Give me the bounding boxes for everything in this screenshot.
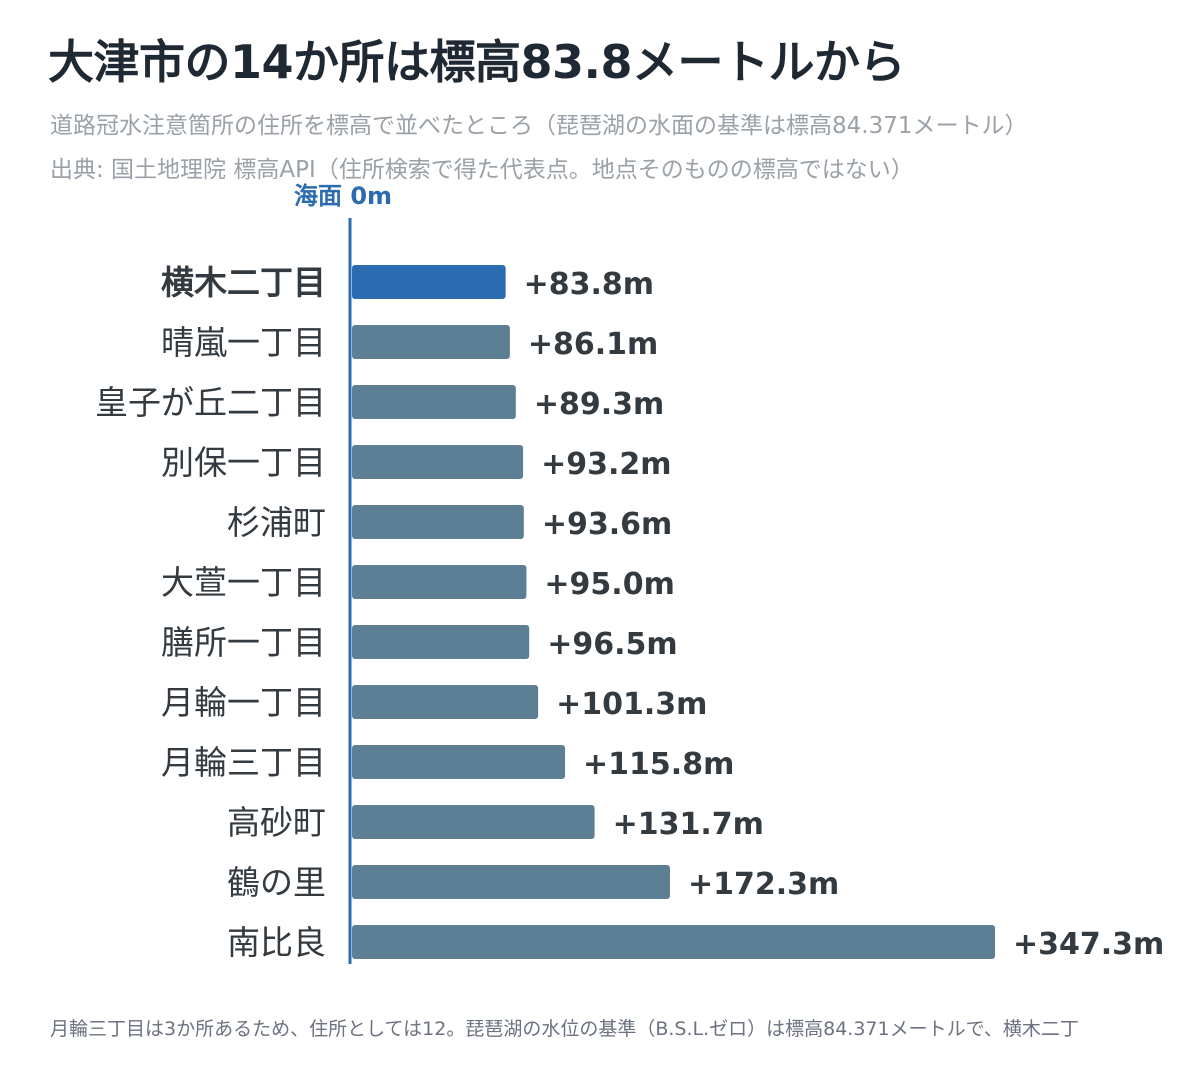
data-label: +96.5m bbox=[547, 627, 677, 662]
category-label: 月輪一丁目 bbox=[161, 683, 326, 722]
bar bbox=[352, 325, 510, 359]
category-label: 杉浦町 bbox=[227, 503, 326, 542]
bar bbox=[352, 865, 670, 899]
bar bbox=[352, 265, 506, 299]
category-label: 膳所一丁目 bbox=[161, 623, 326, 662]
bar bbox=[352, 505, 524, 539]
data-label: +83.8m bbox=[524, 267, 654, 302]
data-label: +172.3m bbox=[688, 867, 839, 902]
category-label: 晴嵐一丁目 bbox=[161, 323, 326, 362]
bar bbox=[352, 745, 566, 779]
bar bbox=[352, 805, 595, 839]
chart-title: 大津市の14か所は標高83.8メートルから bbox=[48, 35, 906, 89]
category-label: 大萱一丁目 bbox=[161, 563, 326, 602]
data-label: +95.0m bbox=[544, 567, 674, 602]
axis-zero-label: 海面 0m bbox=[294, 182, 393, 210]
category-label: 横木二丁目 bbox=[161, 263, 326, 302]
data-label: +115.8m bbox=[583, 747, 734, 782]
bar bbox=[352, 385, 516, 419]
bar bbox=[352, 565, 527, 599]
category-label: 皇子が丘二丁目 bbox=[95, 383, 326, 422]
category-label: 南比良 bbox=[227, 923, 326, 962]
bar bbox=[352, 445, 524, 479]
category-label: 別保一丁目 bbox=[161, 443, 326, 482]
chart-source: 出典: 国土地理院 標高API（住所検索で得た代表点。地点そのものの標高ではない… bbox=[50, 157, 914, 183]
data-label: +131.7m bbox=[613, 807, 764, 842]
data-label: +89.3m bbox=[534, 387, 664, 422]
data-label: +347.3m bbox=[1013, 927, 1164, 962]
data-label: +86.1m bbox=[528, 327, 658, 362]
data-label: +101.3m bbox=[556, 687, 707, 722]
category-label: 鶴の里 bbox=[227, 863, 326, 902]
bar bbox=[352, 685, 539, 719]
category-label: 高砂町 bbox=[227, 803, 326, 842]
chart-subtitle: 道路冠水注意箇所の住所を標高で並べたところ（琵琶湖の水面の基準は標高84.371… bbox=[50, 113, 1028, 139]
data-label: +93.6m bbox=[542, 507, 672, 542]
category-label: 月輪三丁目 bbox=[161, 743, 326, 782]
bar bbox=[352, 625, 530, 659]
bar bbox=[352, 925, 995, 959]
chart-footnote: 月輪三丁目は3か所あるため、住所としては12。琵琶湖の水位の基準（B.S.L.ゼ… bbox=[50, 1018, 1079, 1040]
data-label: +93.2m bbox=[541, 447, 671, 482]
